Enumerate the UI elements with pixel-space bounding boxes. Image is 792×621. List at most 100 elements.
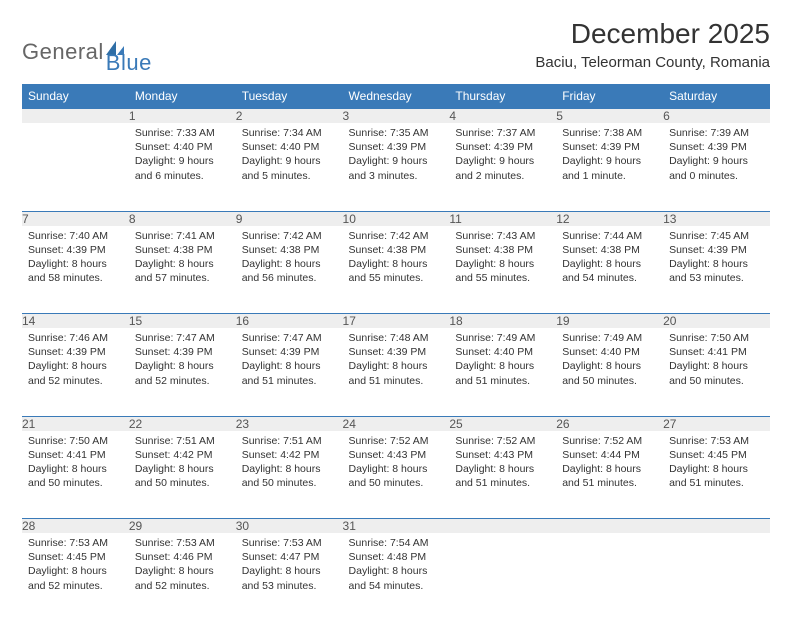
daylight-label: Daylight: 8 hours and 54 minutes.: [562, 257, 657, 285]
sunset-label: Sunset: 4:39 PM: [28, 243, 123, 257]
week-body-row: Sunrise: 7:33 AMSunset: 4:40 PMDaylight:…: [22, 123, 770, 211]
daylight-label: Daylight: 9 hours and 0 minutes.: [669, 154, 764, 182]
sunset-label: Sunset: 4:39 PM: [28, 345, 123, 359]
sunrise-label: Sunrise: 7:53 AM: [28, 536, 123, 550]
sunset-label: Sunset: 4:45 PM: [28, 550, 123, 564]
day-cell: Sunrise: 7:47 AMSunset: 4:39 PMDaylight:…: [129, 328, 236, 416]
day-cell: Sunrise: 7:37 AMSunset: 4:39 PMDaylight:…: [449, 123, 556, 211]
week-number-row: 78910111213: [22, 211, 770, 226]
sunset-label: Sunset: 4:42 PM: [135, 448, 230, 462]
day-number: 28: [22, 519, 129, 534]
day-details: Sunrise: 7:52 AMSunset: 4:43 PMDaylight:…: [449, 431, 556, 497]
sunrise-label: Sunrise: 7:53 AM: [242, 536, 337, 550]
day-details: Sunrise: 7:34 AMSunset: 4:40 PMDaylight:…: [236, 123, 343, 189]
daylight-label: Daylight: 8 hours and 51 minutes.: [349, 359, 444, 387]
day-cell: Sunrise: 7:48 AMSunset: 4:39 PMDaylight:…: [343, 328, 450, 416]
daylight-label: Daylight: 8 hours and 52 minutes.: [135, 359, 230, 387]
day-details: Sunrise: 7:42 AMSunset: 4:38 PMDaylight:…: [343, 226, 450, 292]
sunrise-label: Sunrise: 7:49 AM: [455, 331, 550, 345]
daylight-label: Daylight: 8 hours and 51 minutes.: [562, 462, 657, 490]
day-header: Sunday: [22, 84, 129, 109]
sunset-label: Sunset: 4:39 PM: [669, 140, 764, 154]
day-cell: Sunrise: 7:40 AMSunset: 4:39 PMDaylight:…: [22, 226, 129, 314]
day-details: Sunrise: 7:52 AMSunset: 4:43 PMDaylight:…: [343, 431, 450, 497]
day-header: Wednesday: [343, 84, 450, 109]
sunset-label: Sunset: 4:40 PM: [242, 140, 337, 154]
sunset-label: Sunset: 4:40 PM: [135, 140, 230, 154]
sunrise-label: Sunrise: 7:43 AM: [455, 229, 550, 243]
sunrise-label: Sunrise: 7:49 AM: [562, 331, 657, 345]
day-details: Sunrise: 7:38 AMSunset: 4:39 PMDaylight:…: [556, 123, 663, 189]
daylight-label: Daylight: 8 hours and 51 minutes.: [669, 462, 764, 490]
daylight-label: Daylight: 9 hours and 6 minutes.: [135, 154, 230, 182]
day-number: 5: [556, 109, 663, 124]
sunset-label: Sunset: 4:39 PM: [562, 140, 657, 154]
sunrise-label: Sunrise: 7:47 AM: [242, 331, 337, 345]
daylight-label: Daylight: 9 hours and 2 minutes.: [455, 154, 550, 182]
day-details: Sunrise: 7:47 AMSunset: 4:39 PMDaylight:…: [236, 328, 343, 394]
day-cell: Sunrise: 7:33 AMSunset: 4:40 PMDaylight:…: [129, 123, 236, 211]
sunset-label: Sunset: 4:48 PM: [349, 550, 444, 564]
day-details: Sunrise: 7:48 AMSunset: 4:39 PMDaylight:…: [343, 328, 450, 394]
day-details: Sunrise: 7:51 AMSunset: 4:42 PMDaylight:…: [236, 431, 343, 497]
sunset-label: Sunset: 4:39 PM: [455, 140, 550, 154]
sunrise-label: Sunrise: 7:50 AM: [669, 331, 764, 345]
day-cell: Sunrise: 7:47 AMSunset: 4:39 PMDaylight:…: [236, 328, 343, 416]
sunset-label: Sunset: 4:45 PM: [669, 448, 764, 462]
day-header: Friday: [556, 84, 663, 109]
day-cell: Sunrise: 7:50 AMSunset: 4:41 PMDaylight:…: [663, 328, 770, 416]
day-number: 17: [343, 314, 450, 329]
day-details: Sunrise: 7:53 AMSunset: 4:46 PMDaylight:…: [129, 533, 236, 599]
day-number: 8: [129, 211, 236, 226]
week-body-row: Sunrise: 7:53 AMSunset: 4:45 PMDaylight:…: [22, 533, 770, 621]
sunrise-label: Sunrise: 7:42 AM: [349, 229, 444, 243]
day-details: Sunrise: 7:42 AMSunset: 4:38 PMDaylight:…: [236, 226, 343, 292]
day-header: Saturday: [663, 84, 770, 109]
sunset-label: Sunset: 4:44 PM: [562, 448, 657, 462]
day-cell: Sunrise: 7:34 AMSunset: 4:40 PMDaylight:…: [236, 123, 343, 211]
sunrise-label: Sunrise: 7:41 AM: [135, 229, 230, 243]
day-number: 23: [236, 416, 343, 431]
day-details: Sunrise: 7:51 AMSunset: 4:42 PMDaylight:…: [129, 431, 236, 497]
daylight-label: Daylight: 8 hours and 52 minutes.: [135, 564, 230, 592]
sunrise-label: Sunrise: 7:51 AM: [242, 434, 337, 448]
day-cell: Sunrise: 7:52 AMSunset: 4:43 PMDaylight:…: [449, 431, 556, 519]
sunrise-label: Sunrise: 7:33 AM: [135, 126, 230, 140]
sunset-label: Sunset: 4:40 PM: [455, 345, 550, 359]
sunrise-label: Sunrise: 7:47 AM: [135, 331, 230, 345]
sunrise-label: Sunrise: 7:51 AM: [135, 434, 230, 448]
sunset-label: Sunset: 4:46 PM: [135, 550, 230, 564]
sunrise-label: Sunrise: 7:53 AM: [669, 434, 764, 448]
sunrise-label: Sunrise: 7:39 AM: [669, 126, 764, 140]
day-number: 20: [663, 314, 770, 329]
sunrise-label: Sunrise: 7:46 AM: [28, 331, 123, 345]
daylight-label: Daylight: 9 hours and 3 minutes.: [349, 154, 444, 182]
sunset-label: Sunset: 4:38 PM: [135, 243, 230, 257]
day-number: [663, 519, 770, 534]
day-number: 2: [236, 109, 343, 124]
day-cell: Sunrise: 7:51 AMSunset: 4:42 PMDaylight:…: [236, 431, 343, 519]
daylight-label: Daylight: 8 hours and 56 minutes.: [242, 257, 337, 285]
daylight-label: Daylight: 8 hours and 50 minutes.: [669, 359, 764, 387]
sunrise-label: Sunrise: 7:52 AM: [562, 434, 657, 448]
calendar-body: 123456Sunrise: 7:33 AMSunset: 4:40 PMDay…: [22, 109, 770, 621]
day-number: 22: [129, 416, 236, 431]
daylight-label: Daylight: 8 hours and 55 minutes.: [455, 257, 550, 285]
day-cell: Sunrise: 7:44 AMSunset: 4:38 PMDaylight:…: [556, 226, 663, 314]
day-cell: Sunrise: 7:39 AMSunset: 4:39 PMDaylight:…: [663, 123, 770, 211]
day-details: Sunrise: 7:47 AMSunset: 4:39 PMDaylight:…: [129, 328, 236, 394]
day-number: 16: [236, 314, 343, 329]
day-cell: Sunrise: 7:53 AMSunset: 4:47 PMDaylight:…: [236, 533, 343, 621]
day-cell: Sunrise: 7:45 AMSunset: 4:39 PMDaylight:…: [663, 226, 770, 314]
day-number: 21: [22, 416, 129, 431]
day-number: [449, 519, 556, 534]
day-number: 29: [129, 519, 236, 534]
daylight-label: Daylight: 8 hours and 58 minutes.: [28, 257, 123, 285]
sunrise-label: Sunrise: 7:42 AM: [242, 229, 337, 243]
sunrise-label: Sunrise: 7:52 AM: [349, 434, 444, 448]
day-details: Sunrise: 7:43 AMSunset: 4:38 PMDaylight:…: [449, 226, 556, 292]
daylight-label: Daylight: 8 hours and 54 minutes.: [349, 564, 444, 592]
sunrise-label: Sunrise: 7:37 AM: [455, 126, 550, 140]
daylight-label: Daylight: 8 hours and 52 minutes.: [28, 359, 123, 387]
day-header: Thursday: [449, 84, 556, 109]
